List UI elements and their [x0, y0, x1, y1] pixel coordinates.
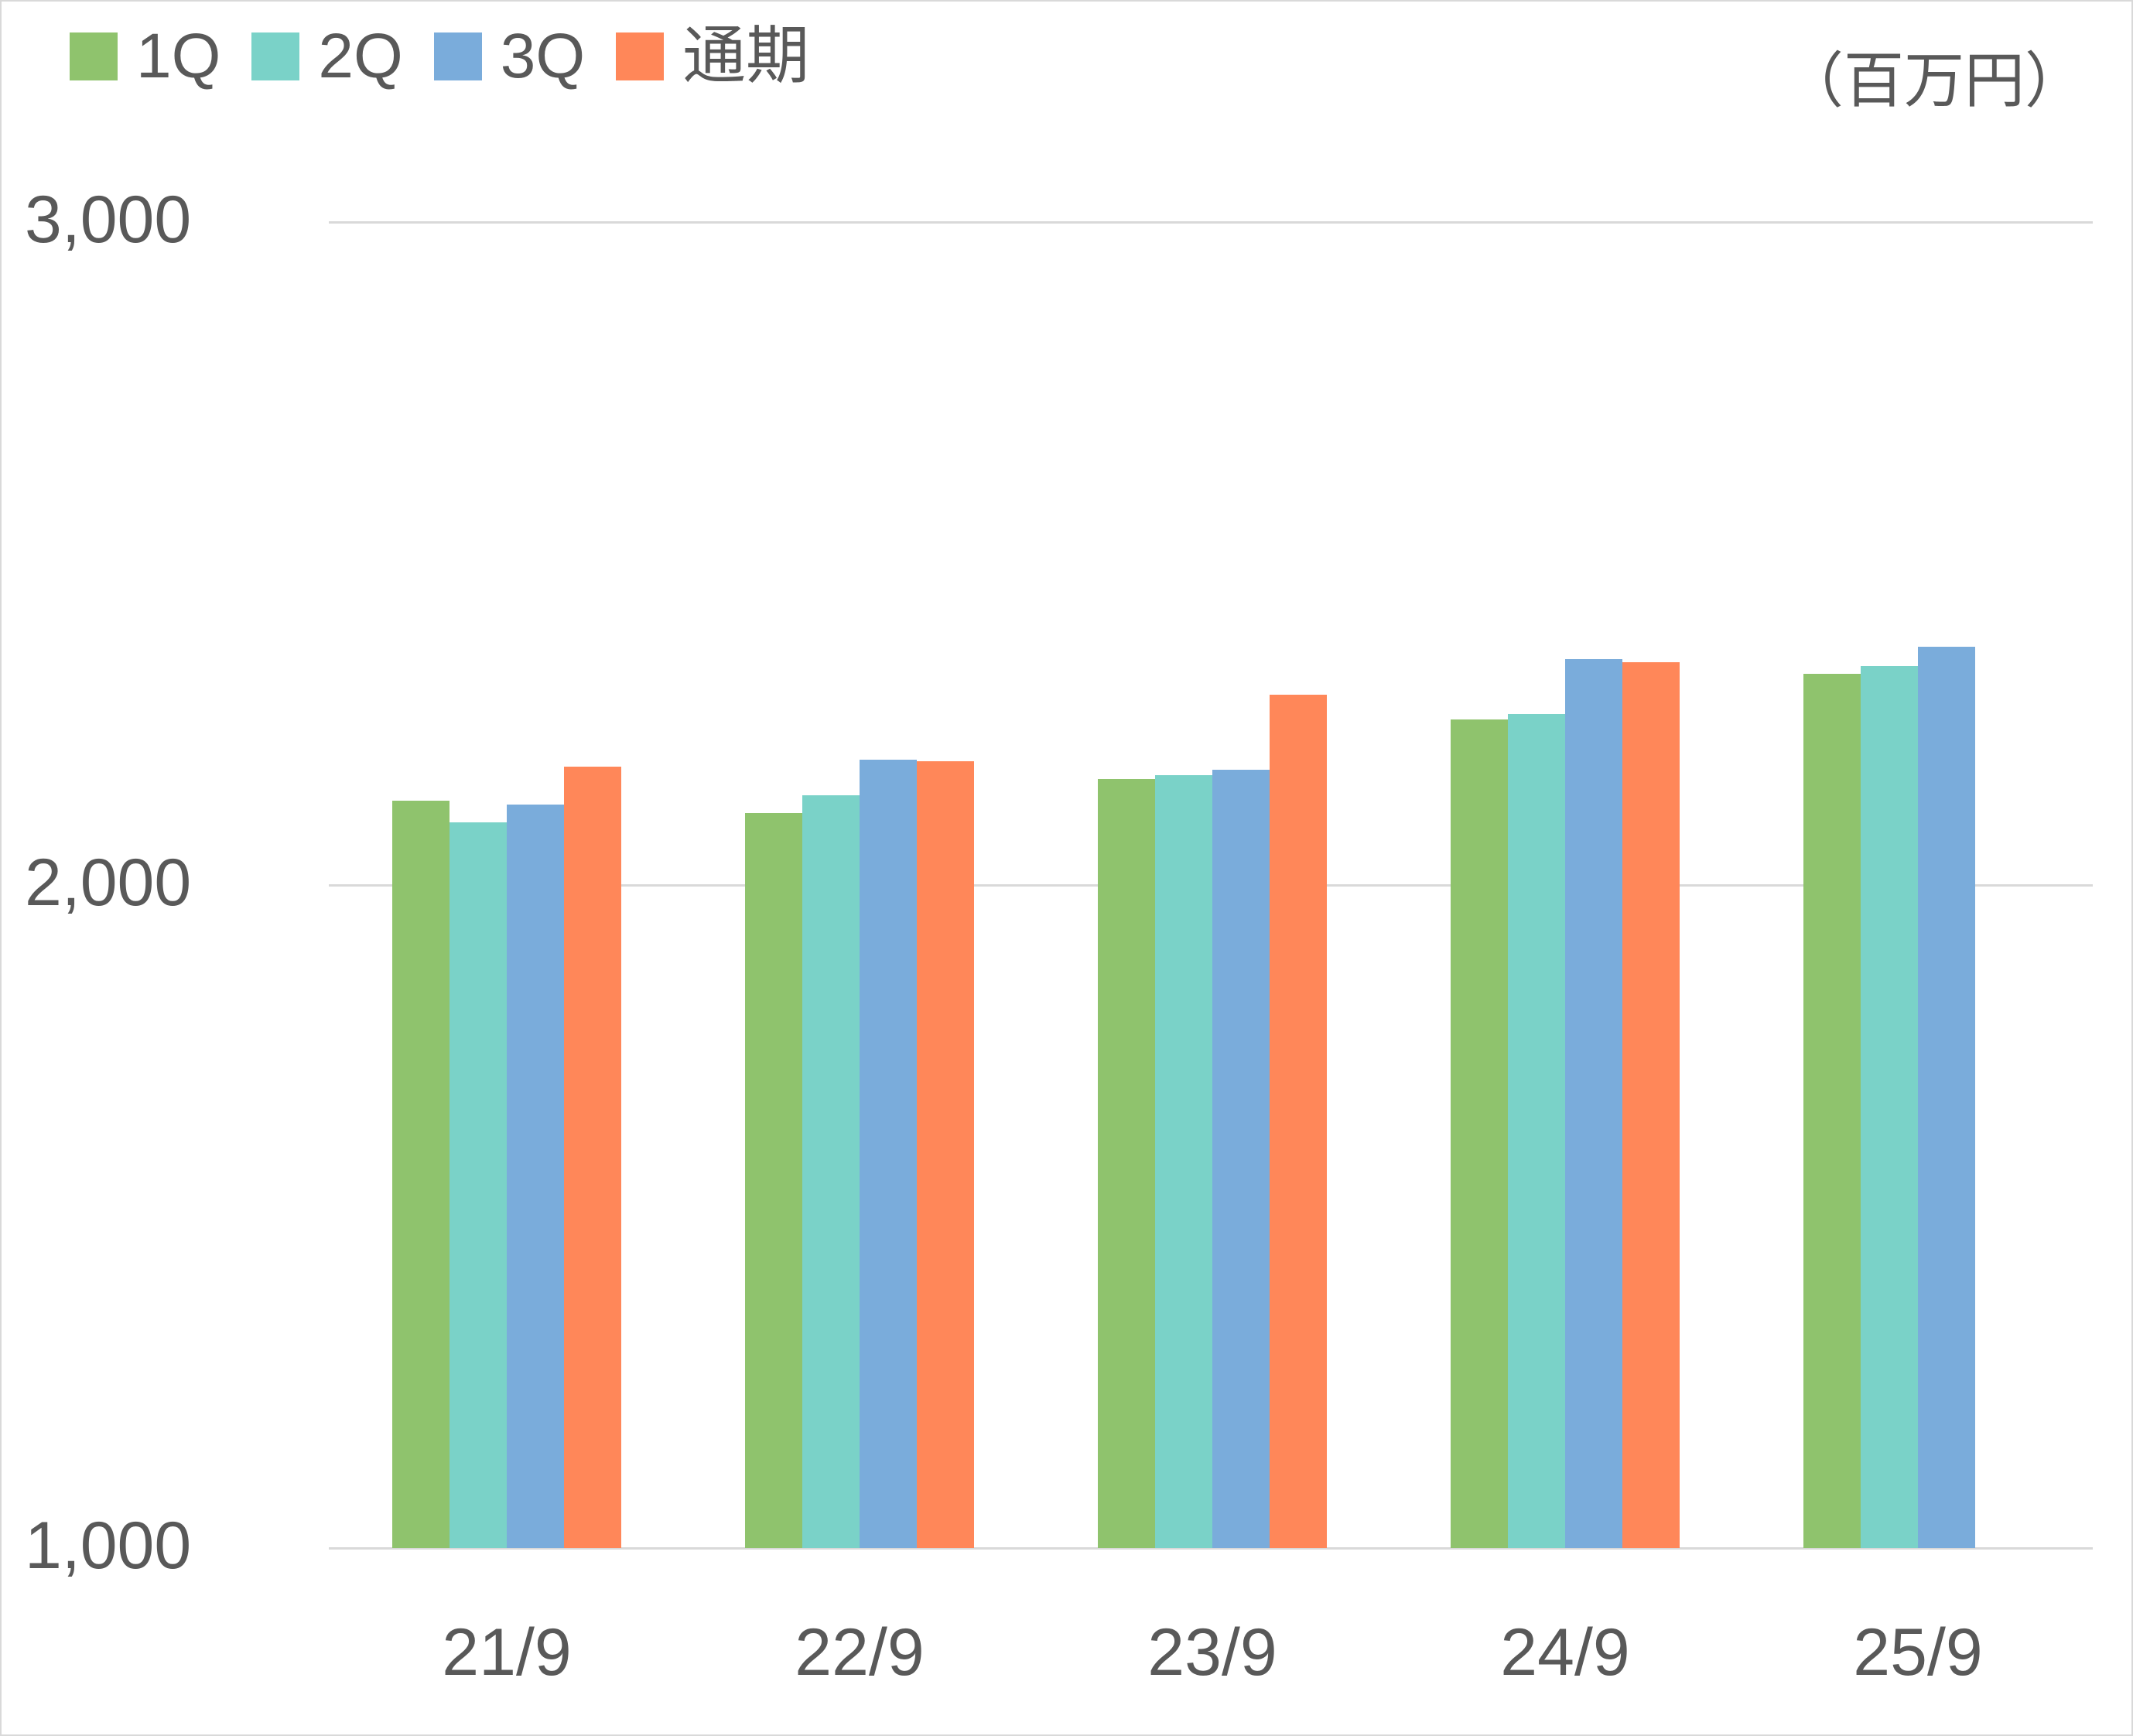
x-tick-label: 24/9 — [1500, 1615, 1630, 1690]
bar-25-9-1 — [1861, 666, 1918, 1548]
legend-label: 2Q — [318, 21, 403, 91]
bar-23-9-1 — [1155, 774, 1212, 1548]
bar-24-9-3 — [1622, 662, 1680, 1548]
bar-24-9-1 — [1508, 713, 1565, 1548]
legend: 1Q 2Q 3Q 通期 — [70, 25, 840, 88]
legend-label: 通期 — [682, 21, 810, 91]
x-tick-label: 22/9 — [795, 1615, 925, 1690]
bar-23-9-2 — [1212, 769, 1270, 1548]
x-tick-label: 23/9 — [1147, 1615, 1277, 1690]
bar-21-9-1 — [450, 822, 507, 1548]
bar-22-9-0 — [745, 812, 802, 1548]
bar-22-9-3 — [917, 760, 974, 1548]
gridline — [329, 1547, 2093, 1550]
bar-21-9-3 — [564, 767, 621, 1548]
gridline — [329, 221, 2093, 224]
bar-23-9-0 — [1098, 778, 1155, 1548]
legend-item-full-year: 通期 — [616, 25, 809, 88]
y-tick-label: 1,000 — [25, 1509, 192, 1583]
legend-label: 3Q — [500, 21, 586, 91]
bar-24-9-2 — [1565, 658, 1622, 1548]
legend-swatch-1q — [70, 32, 118, 80]
unit-label: （百万円） — [1783, 46, 2085, 116]
legend-swatch-2q — [251, 32, 300, 80]
bar-25-9-0 — [1803, 674, 1861, 1548]
legend-item-2q: 2Q — [251, 21, 403, 91]
bar-24-9-0 — [1451, 719, 1508, 1548]
bar-23-9-3 — [1270, 695, 1327, 1548]
x-tick-label: 21/9 — [442, 1615, 572, 1690]
bar-25-9-2 — [1918, 647, 1975, 1548]
bar-21-9-2 — [507, 805, 564, 1548]
y-tick-label: 2,000 — [25, 846, 192, 920]
bar-22-9-2 — [860, 760, 917, 1548]
x-tick-label: 25/9 — [1853, 1615, 1983, 1690]
legend-item-1q: 1Q — [70, 25, 220, 88]
legend-item-3q: 3Q — [433, 21, 586, 91]
legend-swatch-full-year — [616, 32, 665, 80]
bar-21-9-0 — [392, 801, 450, 1548]
bar-22-9-1 — [802, 795, 860, 1548]
y-tick-label: 3,000 — [25, 183, 192, 257]
legend-label: 1Q — [136, 21, 221, 91]
legend-swatch-3q — [433, 32, 482, 80]
